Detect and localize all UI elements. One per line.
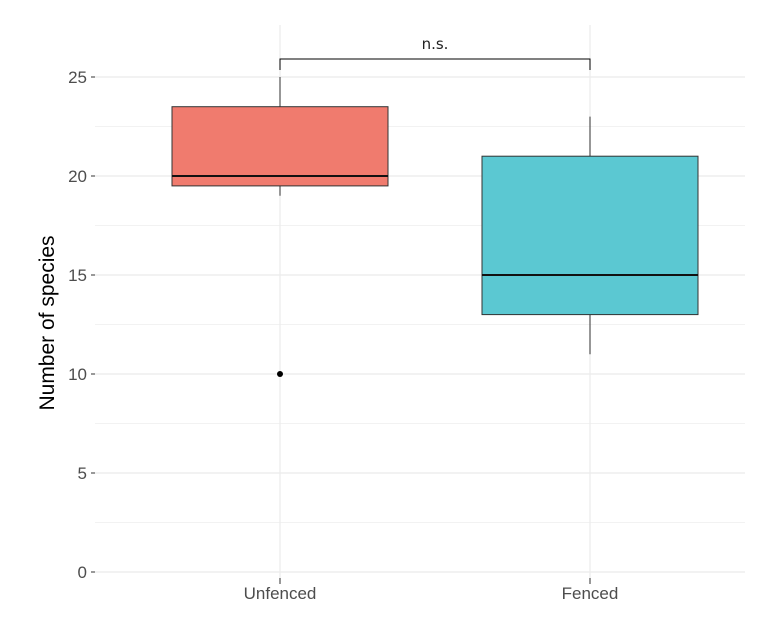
x-axis: Unfenced Fenced [244,578,619,603]
y-tick-label: 0 [78,563,87,582]
y-tick-label: 15 [68,266,87,285]
y-axis-title: Number of species [36,235,59,410]
significance-annotation: n.s. [279,35,591,70]
outlier-point [277,371,283,377]
significance-label: n.s. [422,35,449,53]
y-tick-label: 25 [68,68,87,87]
y-tick-label: 10 [68,365,87,384]
box-fenced [481,155,699,316]
boxes [171,77,699,377]
y-tick-label: 20 [68,167,87,186]
box-unfenced [171,106,389,187]
y-tick-label: 5 [78,464,87,483]
significance-bracket [279,58,591,70]
x-tick-label: Unfenced [244,584,317,603]
y-axis: 0 5 10 15 20 25 [68,68,95,582]
x-tick-label: Fenced [562,584,619,603]
